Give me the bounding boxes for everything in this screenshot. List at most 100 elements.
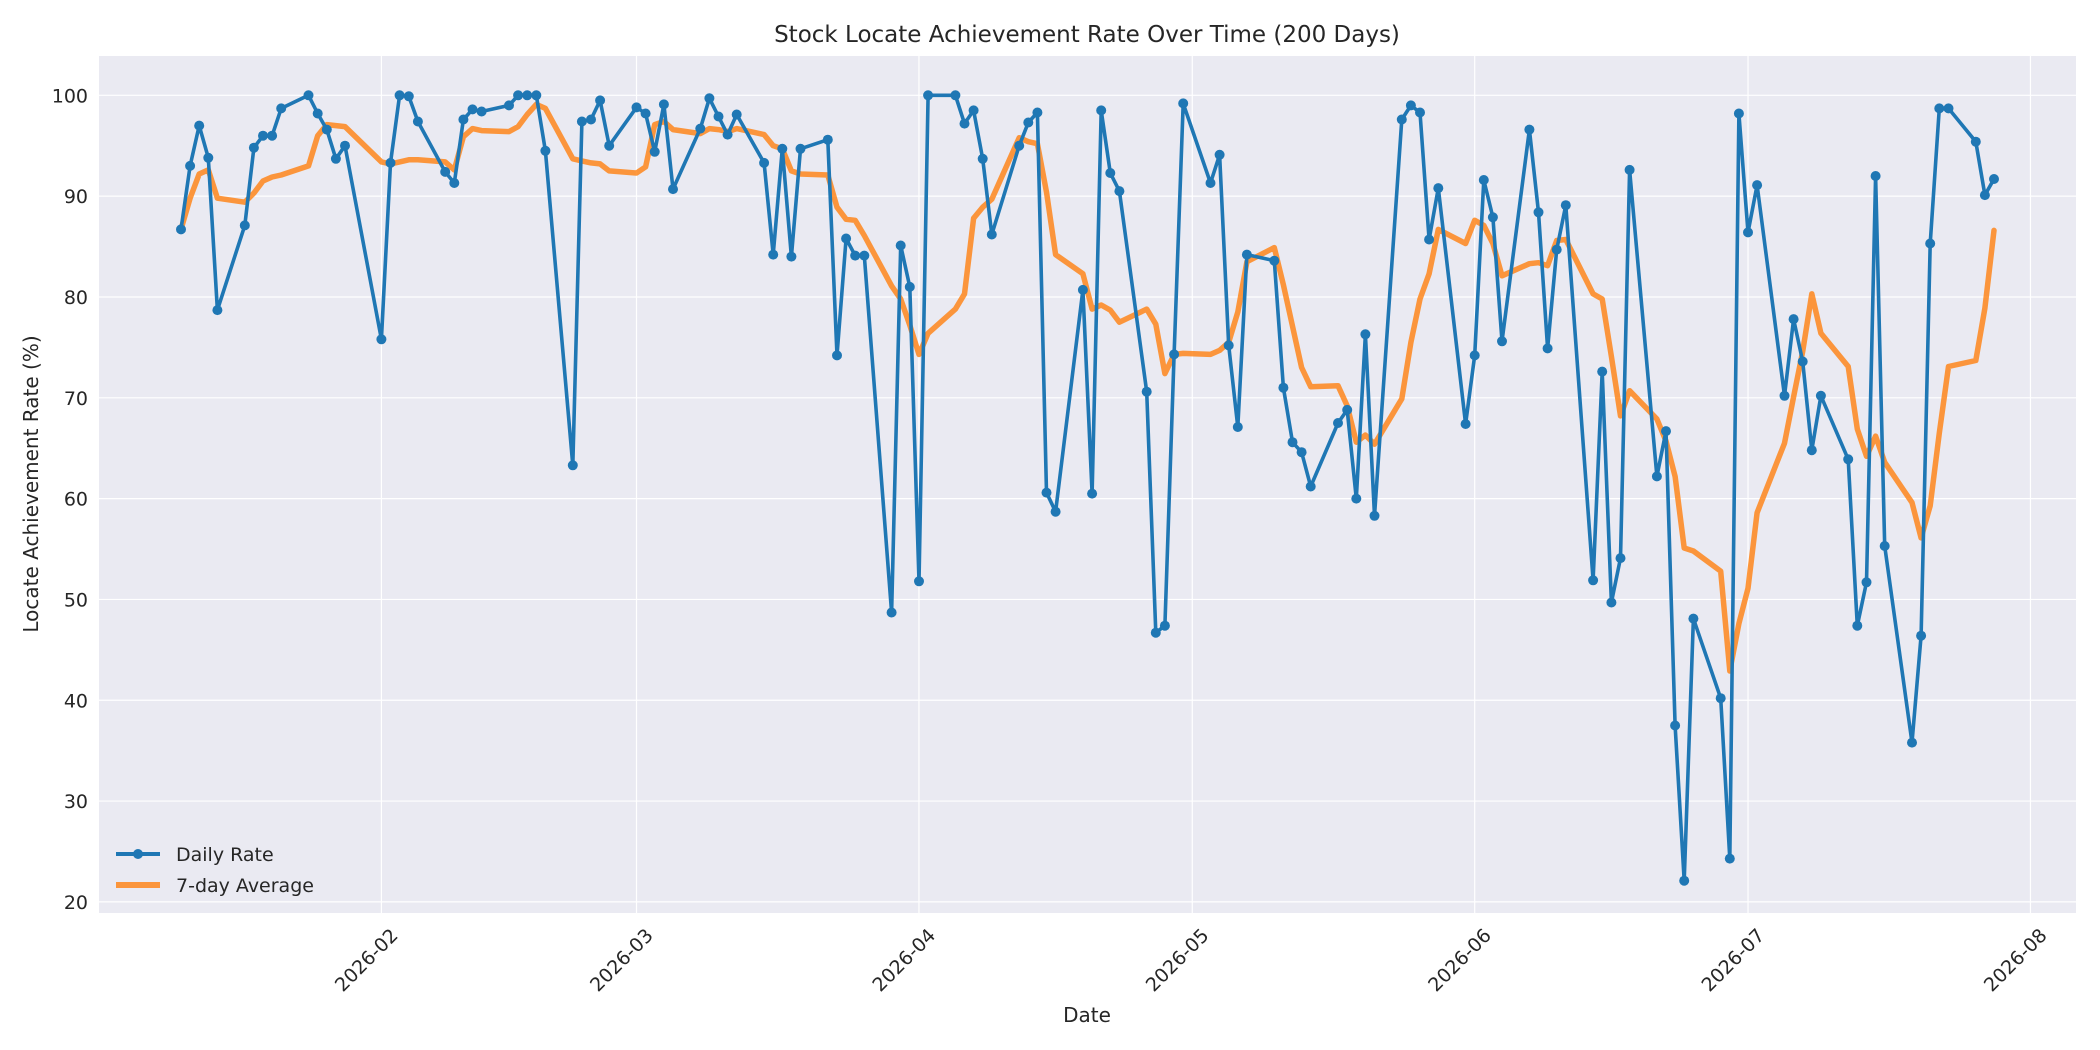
- daily-point: [1424, 234, 1435, 245]
- daily-point: [1396, 114, 1407, 125]
- daily-point: [986, 229, 997, 240]
- daily-point: [832, 350, 842, 361]
- daily-point: [1169, 349, 1180, 360]
- daily-point: [1178, 98, 1189, 109]
- daily-point: [1670, 720, 1681, 731]
- daily-point: [1688, 613, 1699, 624]
- daily-point: [1150, 627, 1161, 638]
- daily-point: [476, 106, 487, 117]
- daily-point: [859, 250, 870, 261]
- y-tick-label: 50: [64, 589, 88, 611]
- daily-point: [1679, 875, 1690, 886]
- x-tick-label: 2026-08: [1980, 925, 2052, 997]
- daily-point: [449, 178, 460, 188]
- daily-point: [531, 90, 542, 101]
- daily-point: [1469, 350, 1480, 361]
- daily-point: [786, 251, 797, 262]
- daily-point: [1934, 103, 1945, 114]
- daily-point: [1597, 366, 1608, 377]
- daily-point: [340, 140, 350, 151]
- daily-point: [1715, 693, 1726, 704]
- daily-point: [1433, 183, 1444, 194]
- daily-point: [1797, 356, 1808, 367]
- daily-point: [1041, 487, 1052, 498]
- daily-point: [1305, 481, 1316, 492]
- daily-point: [239, 220, 250, 231]
- daily-point: [321, 124, 332, 135]
- daily-point: [1351, 493, 1362, 504]
- daily-point: [1478, 175, 1489, 185]
- daily-point: [586, 114, 596, 125]
- daily-point: [248, 142, 259, 153]
- x-tick-label: 2026-06: [1424, 925, 1496, 997]
- daily-point: [595, 95, 606, 106]
- daily-point: [1560, 200, 1571, 211]
- daily-point: [914, 576, 924, 587]
- daily-point: [1296, 447, 1307, 458]
- legend-marker-daily-rate: [133, 849, 143, 859]
- y-axis-label: Locate Achievement Rate (%): [19, 335, 43, 632]
- daily-point: [850, 250, 861, 261]
- daily-point: [504, 100, 514, 111]
- daily-point: [841, 233, 852, 244]
- daily-point: [1415, 107, 1425, 118]
- daily-point: [1087, 488, 1098, 499]
- daily-point: [412, 116, 423, 127]
- daily-point: [1815, 390, 1826, 401]
- legend-label-7-day-average: 7-day Average: [176, 875, 314, 897]
- daily-point: [203, 152, 214, 163]
- daily-point: [376, 334, 387, 345]
- daily-point: [267, 130, 278, 141]
- daily-point: [403, 91, 414, 102]
- daily-point: [258, 130, 268, 141]
- daily-point: [1214, 149, 1225, 160]
- daily-point: [1333, 418, 1343, 428]
- daily-point: [1360, 329, 1371, 340]
- daily-point: [1743, 227, 1753, 238]
- y-tick-label: 20: [64, 892, 88, 914]
- x-tick-label: 2026-07: [1697, 925, 1769, 997]
- daily-point: [1879, 541, 1890, 551]
- daily-point: [668, 184, 678, 195]
- daily-point: [1141, 386, 1152, 397]
- daily-point: [640, 108, 651, 119]
- daily-point: [567, 460, 578, 471]
- daily-point: [631, 102, 642, 113]
- daily-point: [1752, 180, 1763, 191]
- daily-point: [540, 145, 551, 156]
- y-tick-label: 80: [64, 287, 88, 309]
- daily-point: [458, 114, 469, 125]
- daily-point: [522, 90, 533, 101]
- daily-point: [1907, 737, 1917, 748]
- daily-point: [303, 90, 314, 101]
- daily-point: [1588, 575, 1599, 586]
- daily-point: [1733, 108, 1744, 119]
- daily-point: [1223, 340, 1234, 351]
- daily-point: [1661, 426, 1671, 437]
- daily-point: [1487, 212, 1498, 223]
- daily-point: [886, 607, 897, 618]
- daily-point: [658, 99, 669, 110]
- avg-line: [178, 101, 1997, 674]
- daily-point: [1606, 597, 1617, 608]
- daily-point: [959, 118, 970, 129]
- daily-point: [1014, 140, 1025, 151]
- daily-point: [1342, 404, 1353, 415]
- series-7-day-average: [178, 101, 1997, 674]
- y-tick-label: 60: [64, 489, 88, 511]
- daily-point: [1050, 506, 1061, 517]
- daily-point: [923, 90, 934, 101]
- daily-point: [649, 146, 660, 157]
- daily-point: [1287, 437, 1298, 448]
- daily-point: [576, 116, 587, 127]
- daily-point: [1843, 454, 1854, 465]
- daily-point: [385, 157, 396, 168]
- daily-point: [731, 109, 742, 120]
- daily-point: [777, 143, 788, 154]
- daily-point: [968, 105, 979, 116]
- x-tick-label: 2026-04: [868, 925, 940, 997]
- daily-point: [1533, 207, 1544, 218]
- daily-point: [604, 140, 615, 151]
- daily-point: [1989, 174, 1999, 184]
- daily-point: [212, 305, 223, 316]
